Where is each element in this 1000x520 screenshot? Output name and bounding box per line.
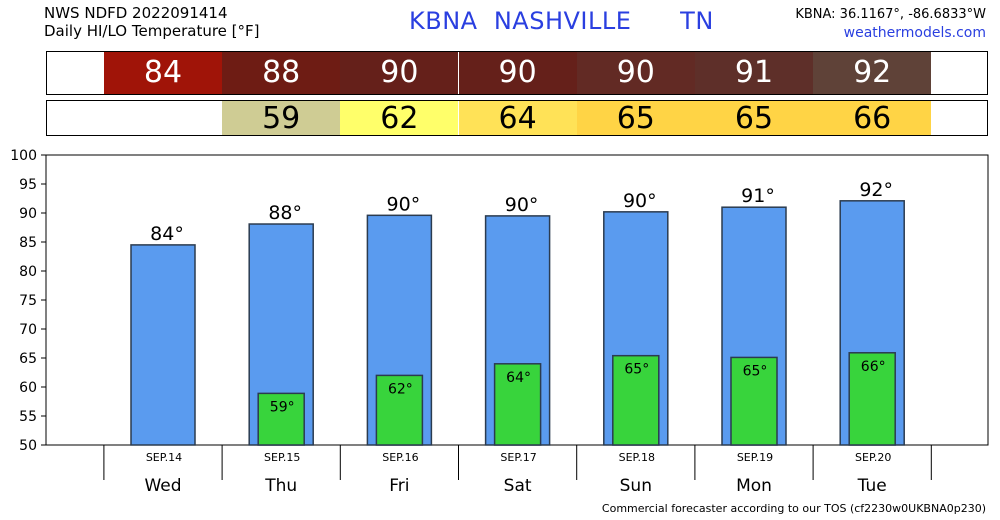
station-coords: KBNA: 36.1167°, -86.6833°W — [795, 7, 986, 22]
hi-cell: 91 — [694, 52, 814, 94]
low-bar-label: 66° — [861, 359, 886, 375]
model-run-text: NWS NDFD 2022091414 — [44, 4, 228, 22]
lo-cell: 65 — [694, 101, 814, 136]
low-temp-strip: 59 62 64 65 65 66 — [46, 100, 988, 136]
day-label: Thu — [264, 476, 297, 496]
lo-cell: 65 — [576, 101, 695, 136]
hi-cell: 90 — [576, 52, 695, 94]
y-tick-label: 70 — [19, 322, 37, 338]
hi-cell: 88 — [222, 52, 341, 94]
high-bar-label: 90° — [505, 194, 539, 216]
day-label: Sat — [504, 476, 532, 496]
day-label: Fri — [389, 476, 409, 496]
y-tick-label: 95 — [19, 177, 37, 193]
date-label: SEP.14 — [146, 451, 182, 464]
lo-cell — [103, 101, 223, 135]
low-bar — [730, 356, 778, 446]
low-bar — [375, 374, 424, 446]
y-tick-label: 60 — [19, 380, 37, 396]
y-tick-label: 50 — [19, 438, 37, 454]
high-bar-label: 91° — [741, 185, 775, 207]
y-tick-label: 100 — [10, 148, 37, 164]
lo-cell: 66 — [813, 101, 932, 136]
hi-cell: 90 — [458, 52, 577, 94]
date-label: SEP.20 — [855, 451, 891, 464]
y-tick-label: 75 — [19, 293, 37, 309]
day-label: Sun — [620, 476, 652, 496]
y-tick-label: 85 — [19, 235, 37, 251]
high-temp-strip: 84 88 90 90 90 91 92 — [46, 51, 988, 95]
high-bar-label: 88° — [268, 202, 302, 224]
low-bar-label: 59° — [270, 399, 295, 415]
low-bar-label: 62° — [388, 381, 413, 397]
y-tick-label: 55 — [19, 409, 37, 425]
day-label: Tue — [857, 476, 887, 496]
date-label: SEP.18 — [619, 451, 655, 464]
date-label: SEP.16 — [382, 451, 418, 464]
station-title: KBNA NASHVILLE TN — [409, 7, 714, 35]
low-bar — [848, 352, 896, 446]
low-bar — [257, 392, 305, 446]
hi-cell: 90 — [340, 52, 459, 94]
lo-cell: 62 — [340, 101, 459, 136]
y-tick-label: 90 — [19, 206, 37, 222]
high-bar-label: 92° — [859, 179, 893, 201]
hi-cell: 92 — [813, 52, 932, 94]
low-bar — [612, 354, 660, 446]
date-label: SEP.17 — [500, 451, 536, 464]
site-link[interactable]: weathermodels.com — [843, 25, 986, 41]
date-label: SEP.15 — [264, 451, 300, 464]
low-bar-label: 64° — [506, 370, 531, 386]
low-bar-label: 65° — [743, 363, 768, 379]
day-label: Mon — [736, 476, 772, 496]
low-bar — [493, 363, 542, 446]
footer-text: Commercial forecaster according to our T… — [601, 502, 986, 515]
hi-cell: 84 — [103, 52, 223, 94]
temperature-chart: 50 55 60 65 70 75 80 85 90 95 100 84° SEP.14 Wed 88° 59… — [10, 148, 989, 496]
lo-cell: 59 — [222, 101, 341, 136]
header-left: NWS NDFD 2022091414 Daily HI/LO Temperat… — [44, 4, 260, 40]
high-bar-label: 84° — [150, 223, 184, 245]
high-bar — [130, 244, 196, 446]
header-right: KBNA: 36.1167°, -86.6833°W weathermodels… — [795, 6, 986, 42]
date-label: SEP.19 — [737, 451, 773, 464]
y-tick-label: 80 — [19, 264, 37, 280]
y-tick-label: 65 — [19, 351, 37, 367]
low-bar-label: 65° — [624, 362, 649, 378]
high-bar-label: 90° — [623, 190, 657, 212]
day-label: Wed — [144, 476, 181, 496]
product-title: Daily HI/LO Temperature [°F] — [44, 22, 260, 40]
high-bar-label: 90° — [387, 193, 421, 215]
lo-cell: 64 — [458, 101, 577, 136]
